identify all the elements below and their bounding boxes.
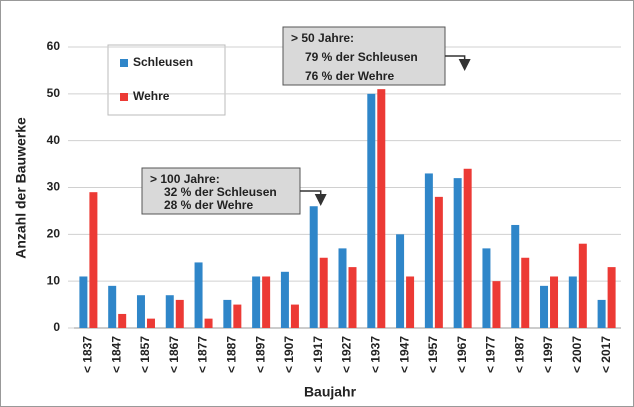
- bar: [338, 248, 347, 328]
- y-axis-label: Anzahl der Bauwerke: [13, 117, 29, 259]
- bar: [233, 304, 242, 328]
- bar: [136, 295, 145, 328]
- y-tick-label: 30: [47, 180, 61, 194]
- x-tick-label: < 1857: [138, 336, 152, 373]
- x-tick-label: < 1997: [541, 336, 555, 373]
- bar: [319, 257, 328, 328]
- x-tick-label: < 1867: [167, 336, 181, 373]
- x-tick-label: < 1927: [340, 336, 354, 373]
- legend-label: Wehre: [133, 89, 170, 103]
- bar: [262, 276, 271, 328]
- y-tick-label: 10: [47, 273, 61, 287]
- bar: [396, 234, 405, 328]
- bar: [453, 178, 462, 328]
- bar: [108, 285, 117, 328]
- x-tick-label: < 2007: [570, 336, 584, 373]
- y-tick-label: 20: [47, 227, 61, 241]
- annotation-text: 76 % der Wehre: [305, 69, 394, 83]
- annotation-text: 28 % der Wehre: [164, 198, 253, 212]
- bar: [290, 304, 299, 328]
- legend-swatch: [120, 93, 128, 101]
- annotation-arrow: [445, 55, 471, 71]
- bar: [175, 299, 184, 328]
- legend-label: Schleusen: [133, 55, 193, 69]
- y-tick-label: 60: [47, 39, 61, 53]
- bar: [223, 299, 232, 328]
- bar: [578, 243, 587, 328]
- bar: [89, 192, 98, 328]
- x-tick-label: < 1887: [225, 336, 239, 373]
- y-tick-label: 50: [47, 86, 61, 100]
- bar: [492, 281, 501, 328]
- x-tick-label: < 2017: [599, 336, 613, 373]
- annotation-box: [282, 26, 446, 86]
- bar: [118, 313, 127, 328]
- bar: [540, 285, 549, 328]
- bar: [348, 267, 357, 328]
- x-tick-label: < 1877: [196, 336, 210, 373]
- bar: [377, 89, 386, 329]
- bar: [597, 299, 606, 328]
- annotation-text: 32 % der Schleusen: [164, 185, 277, 199]
- x-tick-label: < 1897: [253, 336, 267, 373]
- x-tick-label: < 1907: [282, 336, 296, 373]
- bar: [406, 276, 415, 328]
- bar: [550, 276, 559, 328]
- bar: [521, 257, 530, 328]
- x-tick-label: < 1947: [397, 336, 411, 373]
- x-tick-label: < 1957: [426, 336, 440, 373]
- legend-swatch: [120, 59, 128, 67]
- x-tick-label: < 1837: [81, 336, 95, 373]
- bar: [79, 276, 88, 328]
- y-tick-label: 0: [53, 320, 60, 334]
- bar: [367, 93, 376, 328]
- bar: [607, 267, 616, 328]
- y-tick-label: 40: [47, 133, 61, 147]
- x-axis-label: Baujahr: [304, 384, 357, 400]
- x-tick-label: < 1937: [368, 336, 382, 373]
- bar: [252, 276, 261, 328]
- bar: [309, 206, 318, 328]
- bar: [194, 262, 203, 328]
- x-tick-label: < 1847: [109, 336, 123, 373]
- bar: [482, 248, 491, 328]
- bar: [434, 196, 443, 328]
- annotation-text: 79 % der Schleusen: [305, 50, 418, 64]
- bar: [204, 318, 213, 328]
- bar: [146, 318, 155, 328]
- bar: [568, 276, 577, 328]
- annotation-arrow: [300, 190, 327, 206]
- bar: [511, 224, 520, 328]
- legend-box: [107, 44, 226, 116]
- bar: [463, 168, 472, 328]
- x-tick-label: < 1967: [455, 336, 469, 373]
- bar: [280, 271, 289, 328]
- annotation-text: > 50 Jahre:: [291, 31, 354, 45]
- x-tick-label: < 1977: [484, 336, 498, 373]
- bar: [424, 173, 433, 328]
- annotation-text: > 100 Jahre:: [150, 172, 220, 186]
- x-tick-label: < 1917: [311, 336, 325, 373]
- x-tick-label: < 1987: [512, 336, 526, 373]
- bar: [165, 295, 174, 328]
